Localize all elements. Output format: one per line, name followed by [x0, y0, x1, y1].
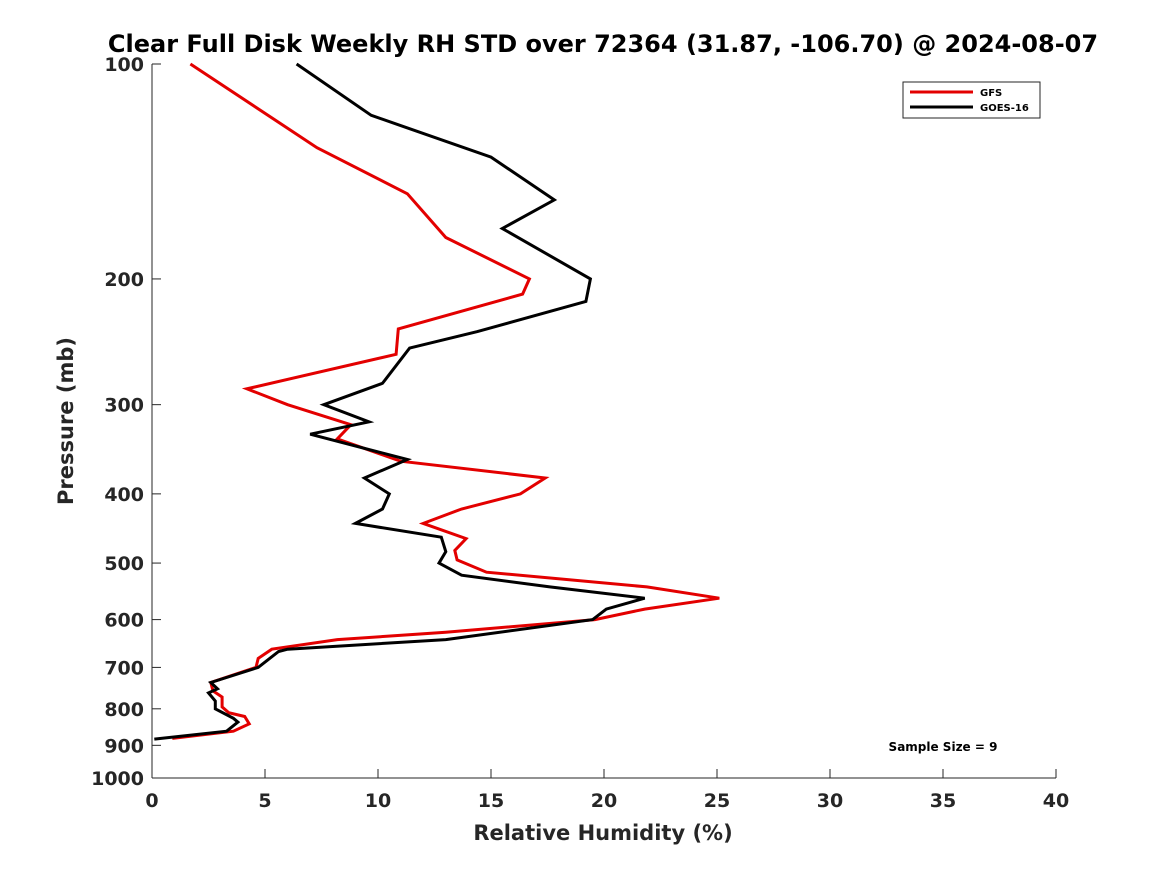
chart-title: Clear Full Disk Weekly RH STD over 72364… [108, 30, 1098, 58]
y-tick-label: 200 [104, 269, 144, 291]
y-tick-label: 600 [104, 610, 144, 632]
y-tick-label: 700 [104, 657, 144, 679]
legend-label-1: GOES-16 [980, 103, 1029, 114]
legend-box [902, 81, 1041, 119]
y-tick-label: 900 [104, 735, 144, 757]
y-tick-label: 100 [104, 54, 144, 76]
series-line-1 [154, 62, 646, 741]
x-tick-label: 25 [704, 790, 730, 812]
y-tick-label: 400 [104, 484, 144, 506]
x-tick-label: 5 [258, 790, 271, 812]
y-tick-label: 500 [104, 553, 144, 575]
x-axis-label: Relative Humidity (%) [473, 821, 732, 845]
y-axis-label: Pressure (mb) [54, 337, 78, 505]
y-tick-label: 1000 [91, 768, 144, 790]
plot-lines [154, 62, 720, 741]
x-tick-label: 40 [1043, 790, 1069, 812]
x-tick-label: 0 [145, 790, 158, 812]
axes: 0 5 10 15 20 25 30 35 40 100 200 300 400 500 600 700 800… [91, 54, 1069, 812]
x-tick-label: 35 [930, 790, 956, 812]
legend: GFS GOES-16 [902, 81, 1041, 119]
series-line-0 [172, 62, 720, 740]
x-tick-label: 15 [478, 790, 504, 812]
x-tick-label: 20 [591, 790, 617, 812]
y-tick-label: 800 [104, 699, 144, 721]
y-tick-label: 300 [104, 395, 144, 417]
sample-size-annotation: Sample Size = 9 [889, 740, 998, 754]
x-tick-label: 30 [817, 790, 843, 812]
x-tick-label: 10 [365, 790, 391, 812]
legend-label-0: GFS [980, 88, 1002, 99]
